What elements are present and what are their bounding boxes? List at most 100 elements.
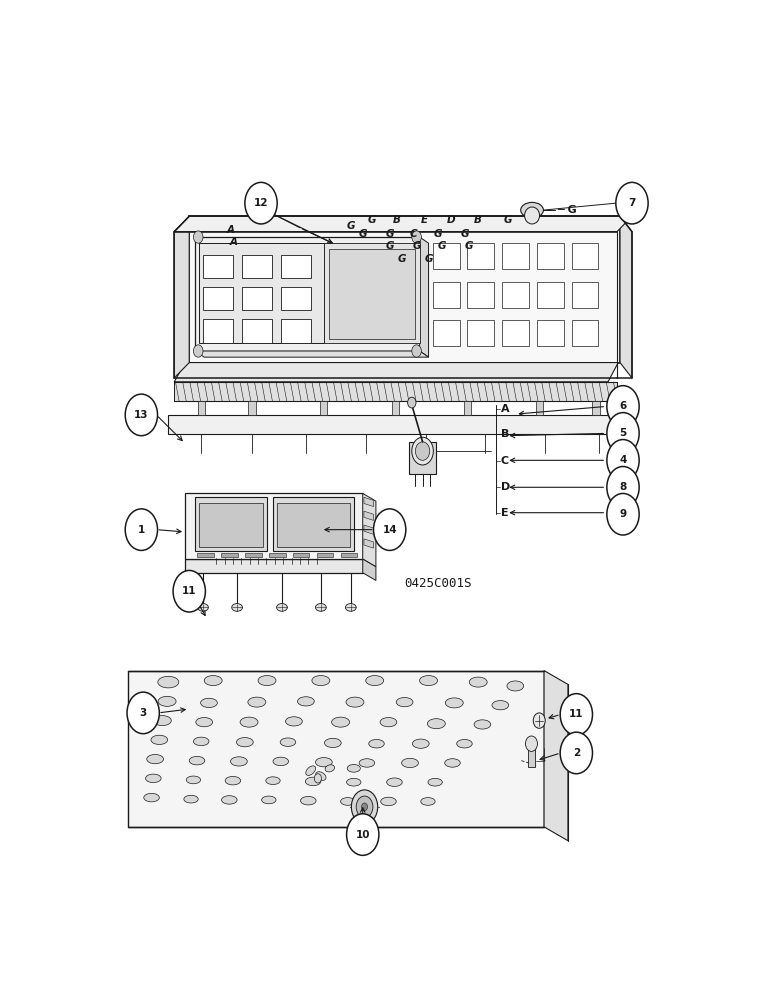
Text: 11: 11 (182, 586, 197, 596)
Polygon shape (544, 671, 568, 841)
Circle shape (411, 231, 422, 243)
Ellipse shape (312, 676, 330, 686)
Ellipse shape (280, 738, 296, 746)
Ellipse shape (189, 756, 205, 765)
Text: B: B (501, 429, 510, 439)
Text: A: A (230, 237, 238, 247)
Polygon shape (571, 320, 598, 346)
Text: E: E (501, 508, 509, 518)
Polygon shape (468, 243, 494, 269)
Ellipse shape (421, 798, 435, 805)
Polygon shape (536, 401, 543, 415)
Ellipse shape (387, 778, 402, 786)
Circle shape (607, 466, 639, 508)
Ellipse shape (457, 739, 472, 748)
Text: 4: 4 (619, 455, 627, 465)
Polygon shape (464, 401, 471, 415)
Text: G: G (438, 241, 446, 251)
Text: D: D (446, 215, 455, 225)
Ellipse shape (201, 698, 218, 708)
Text: G: G (367, 215, 376, 225)
Text: 6: 6 (619, 401, 627, 411)
Polygon shape (127, 671, 544, 827)
Ellipse shape (305, 777, 321, 786)
Ellipse shape (347, 778, 361, 786)
Polygon shape (199, 243, 324, 343)
Ellipse shape (520, 202, 543, 218)
Polygon shape (249, 401, 256, 415)
Text: 12: 12 (254, 198, 269, 208)
Text: A: A (501, 404, 510, 414)
Ellipse shape (316, 758, 332, 767)
Text: 2: 2 (573, 748, 580, 758)
Polygon shape (277, 503, 350, 547)
Ellipse shape (248, 697, 266, 707)
Circle shape (173, 570, 205, 612)
Polygon shape (293, 553, 310, 557)
Circle shape (616, 182, 648, 224)
Ellipse shape (346, 697, 364, 707)
Text: 8: 8 (619, 482, 627, 492)
Ellipse shape (236, 738, 253, 747)
Circle shape (125, 509, 157, 550)
Text: A: A (227, 225, 235, 235)
Ellipse shape (381, 797, 396, 806)
Polygon shape (203, 319, 233, 343)
Polygon shape (174, 216, 189, 378)
Polygon shape (364, 497, 374, 507)
Ellipse shape (266, 777, 280, 785)
Polygon shape (221, 553, 238, 557)
Polygon shape (363, 559, 376, 580)
Polygon shape (620, 216, 632, 378)
Ellipse shape (186, 776, 201, 784)
Ellipse shape (297, 697, 314, 706)
Ellipse shape (240, 717, 258, 727)
Ellipse shape (347, 764, 361, 772)
Circle shape (194, 231, 203, 243)
Text: 1: 1 (137, 525, 145, 535)
Ellipse shape (445, 698, 463, 708)
Text: G: G (425, 254, 433, 264)
Polygon shape (203, 287, 233, 310)
Circle shape (415, 442, 430, 460)
Polygon shape (174, 382, 617, 401)
Text: G: G (347, 221, 355, 231)
Text: C: C (501, 456, 509, 466)
Ellipse shape (420, 676, 438, 686)
Ellipse shape (316, 772, 326, 780)
Polygon shape (433, 320, 459, 346)
Circle shape (245, 182, 277, 224)
Text: C: C (410, 229, 418, 239)
Polygon shape (502, 243, 529, 269)
Polygon shape (392, 401, 399, 415)
Polygon shape (242, 319, 272, 343)
Ellipse shape (198, 604, 208, 611)
Polygon shape (571, 282, 598, 308)
Polygon shape (537, 243, 564, 269)
Ellipse shape (396, 698, 413, 707)
Polygon shape (571, 243, 598, 269)
Text: G: G (398, 254, 406, 264)
Circle shape (607, 386, 639, 427)
Ellipse shape (428, 778, 442, 786)
Ellipse shape (325, 765, 334, 772)
Polygon shape (245, 553, 262, 557)
Polygon shape (273, 497, 354, 551)
Polygon shape (203, 255, 233, 278)
Ellipse shape (144, 793, 159, 802)
Ellipse shape (154, 716, 171, 726)
Polygon shape (364, 511, 374, 520)
Ellipse shape (147, 754, 164, 764)
Ellipse shape (428, 719, 445, 729)
Ellipse shape (412, 739, 429, 748)
Polygon shape (363, 493, 376, 567)
Polygon shape (592, 401, 600, 415)
Polygon shape (281, 319, 310, 343)
Text: D: D (501, 482, 510, 492)
Ellipse shape (306, 766, 316, 775)
Polygon shape (468, 282, 494, 308)
Circle shape (607, 440, 639, 481)
Polygon shape (340, 553, 357, 557)
Ellipse shape (525, 207, 540, 224)
Polygon shape (329, 249, 415, 339)
